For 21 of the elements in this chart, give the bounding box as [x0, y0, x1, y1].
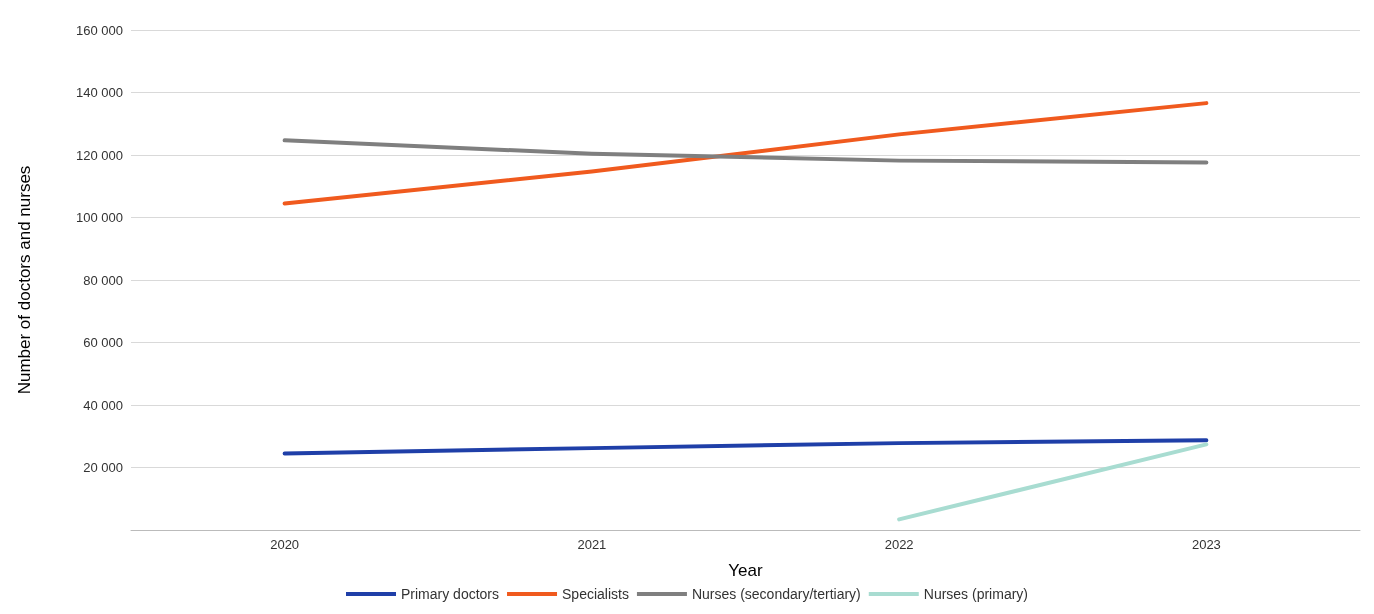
- y-tick-label: 160 000: [76, 22, 123, 38]
- y-tick-label: 80 000: [83, 272, 123, 288]
- legend-label: Specialists: [562, 586, 629, 602]
- legend-label: Primary doctors: [401, 586, 500, 602]
- y-tick-label: 140 000: [76, 85, 123, 100]
- legend-label: Nurses (primary): [923, 586, 1028, 602]
- line-series: [282, 101, 1209, 206]
- y-axis-title: Number of doctors and nurses: [15, 165, 34, 395]
- y-tick-label: 40 000: [83, 397, 123, 413]
- line-series: [282, 438, 1209, 456]
- x-tick-label: 2021: [577, 537, 607, 552]
- y-tick-label: 20 000: [83, 460, 123, 475]
- x-tick-label: 2023: [1191, 537, 1221, 552]
- line-series: [282, 138, 1209, 165]
- y-tick-label: 120 000: [76, 147, 123, 163]
- x-tick-label: 2022: [884, 537, 914, 552]
- y-tick-label: 60 000: [83, 335, 123, 350]
- x-axis-title: Year: [728, 561, 764, 580]
- x-tick-label: 2020: [270, 537, 300, 552]
- y-tick-label: 100 000: [76, 210, 123, 225]
- legend-label: Nurses (secondary/tertiary): [691, 586, 861, 602]
